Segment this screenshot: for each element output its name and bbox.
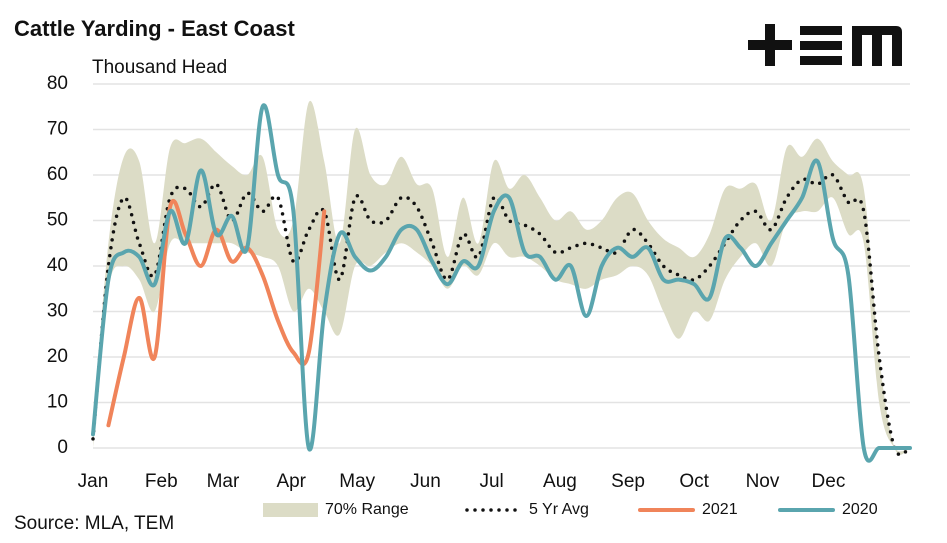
legend-label: 70% Range: [325, 501, 409, 518]
range-band: [93, 100, 910, 455]
x-tick-label: Aug: [543, 471, 577, 492]
legend-label: 5 Yr Avg: [529, 501, 589, 518]
x-tick-label: Feb: [145, 471, 178, 492]
x-tick-label: Dec: [812, 471, 846, 492]
y-tick-label: 10: [47, 392, 68, 413]
x-tick-label: Jan: [78, 471, 109, 492]
x-tick-label: Sep: [611, 471, 645, 492]
source-note: Source: MLA, TEM: [14, 513, 174, 534]
y-tick-label: 40: [47, 255, 68, 276]
series-line: [91, 103, 912, 463]
legend-label: 2020: [842, 501, 878, 518]
x-tick-label: Nov: [746, 471, 780, 492]
y-tick-label: 80: [47, 73, 68, 94]
y-tick-label: 0: [57, 437, 68, 458]
y-axis-label: Thousand Head: [92, 57, 227, 78]
chart-title: Cattle Yarding - East Coast: [14, 16, 295, 41]
series-line: [106, 198, 327, 428]
y-tick-label: 70: [47, 119, 68, 140]
logo: [748, 24, 902, 66]
legend-label: 2021: [702, 501, 738, 518]
x-tick-label: Jun: [410, 471, 441, 492]
y-tick-label: 30: [47, 301, 68, 322]
y-tick-label: 60: [47, 164, 68, 185]
series-line: [91, 172, 912, 457]
x-tick-label: Mar: [207, 471, 240, 492]
x-tick-label: May: [339, 471, 375, 492]
legend-swatch: [263, 503, 318, 517]
y-tick-label: 20: [47, 346, 68, 367]
x-tick-label: Apr: [276, 471, 306, 492]
y-tick-label: 50: [47, 210, 68, 231]
grid: [93, 83, 910, 449]
x-tick-label: Oct: [679, 471, 709, 492]
x-tick-label: Jul: [479, 471, 503, 492]
